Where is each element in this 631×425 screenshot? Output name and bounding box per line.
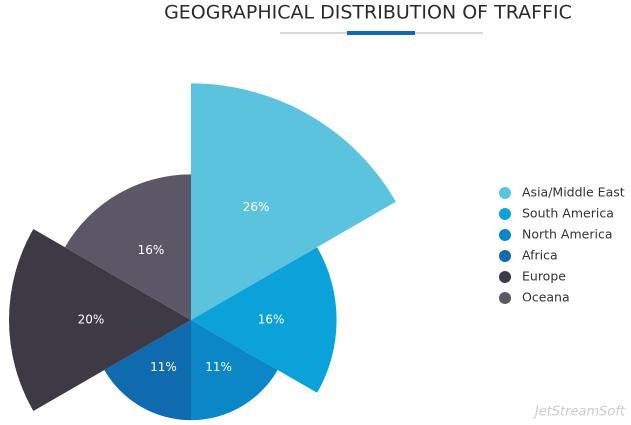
rose-slice (104, 320, 191, 421)
legend-swatch (499, 229, 511, 241)
rose-slice (191, 320, 278, 421)
legend-swatch (499, 208, 511, 220)
watermark: JetStreamSoft (532, 405, 626, 420)
legend-label: South America (522, 206, 614, 221)
legend-swatch (499, 187, 511, 199)
chart-title: GEOGRAPHICAL DISTRIBUTION OF TRAFFIC (164, 2, 572, 24)
slice-label: 11% (205, 360, 232, 374)
slice-label: 16% (138, 243, 165, 257)
slice-label: 20% (78, 313, 105, 327)
legend-swatch (499, 271, 511, 283)
rose-slice (8, 229, 191, 411)
legend-swatch (499, 292, 511, 304)
slice-label: 16% (258, 313, 285, 327)
rose-slice (191, 83, 396, 321)
slice-label: 11% (150, 360, 177, 374)
legend-label: Asia/Middle East (522, 185, 625, 200)
legend-label: North America (522, 227, 613, 242)
legend-label: Oceana (522, 290, 570, 305)
rose-slice (64, 174, 191, 320)
slice-label: 26% (243, 200, 270, 214)
rose-slice (191, 247, 337, 393)
legend-swatch (499, 250, 511, 262)
legend-label: Europe (522, 269, 566, 284)
legend-label: Africa (522, 248, 558, 263)
